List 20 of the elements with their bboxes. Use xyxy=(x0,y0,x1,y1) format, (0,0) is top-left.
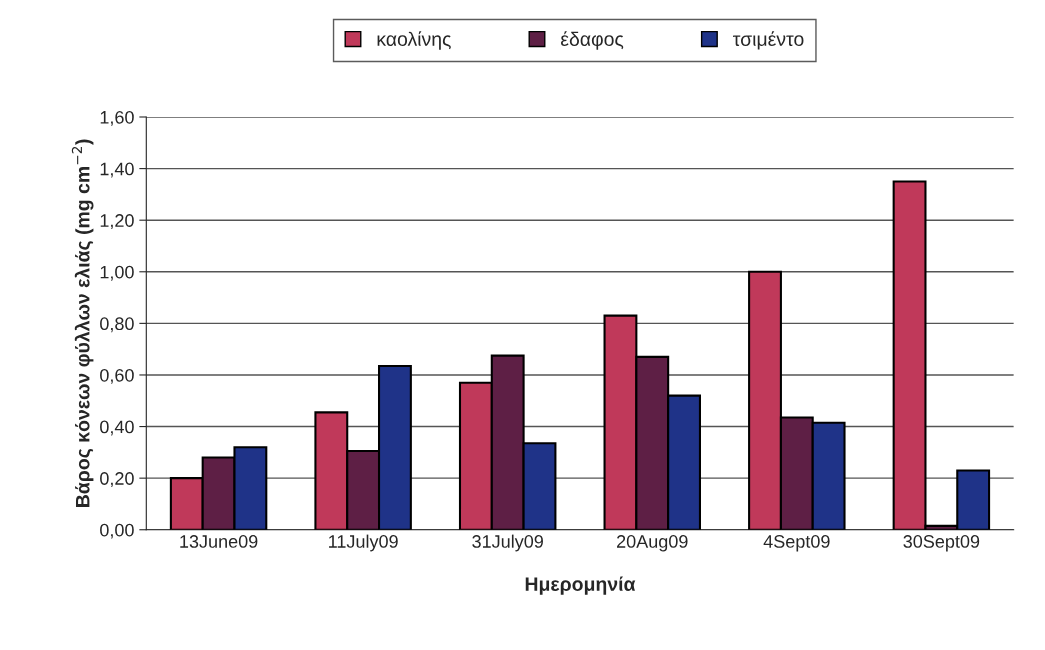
y-tick-label: 0,60 xyxy=(100,368,134,384)
x-axis-title: Ημερομηνία xyxy=(525,576,636,595)
y-tick-label: 1,40 xyxy=(100,162,134,178)
x-tick-label: 11July09 xyxy=(329,534,398,552)
y-tick-label: 1,20 xyxy=(100,214,134,230)
x-tick-label: 4Sept09 xyxy=(763,535,830,552)
x-tick-label: 30Sept09 xyxy=(903,535,980,552)
y-axis-title: Βάρος κόνεων φύλλων ελιάς (mg cm$^{−2}$) xyxy=(71,139,94,507)
y-tick-label: 1,60 xyxy=(100,110,134,126)
x-tick-label: 20Aug09 xyxy=(617,535,688,552)
x-tick-label: 13June09 xyxy=(180,535,258,548)
y-tick-label: 0,00 xyxy=(100,523,134,539)
legend-label: τσιμέντο xyxy=(733,31,804,50)
y-tick-label: 1,00 xyxy=(100,265,134,281)
legend-label: καολίνης xyxy=(377,31,451,50)
y-tick-label: 0,40 xyxy=(100,420,134,436)
y-tick-label: 0,80 xyxy=(100,317,134,333)
legend-label: έδαφος xyxy=(560,31,624,50)
x-tick-label: 31July09 xyxy=(472,534,543,552)
y-tick-label: 0,20 xyxy=(100,472,134,488)
